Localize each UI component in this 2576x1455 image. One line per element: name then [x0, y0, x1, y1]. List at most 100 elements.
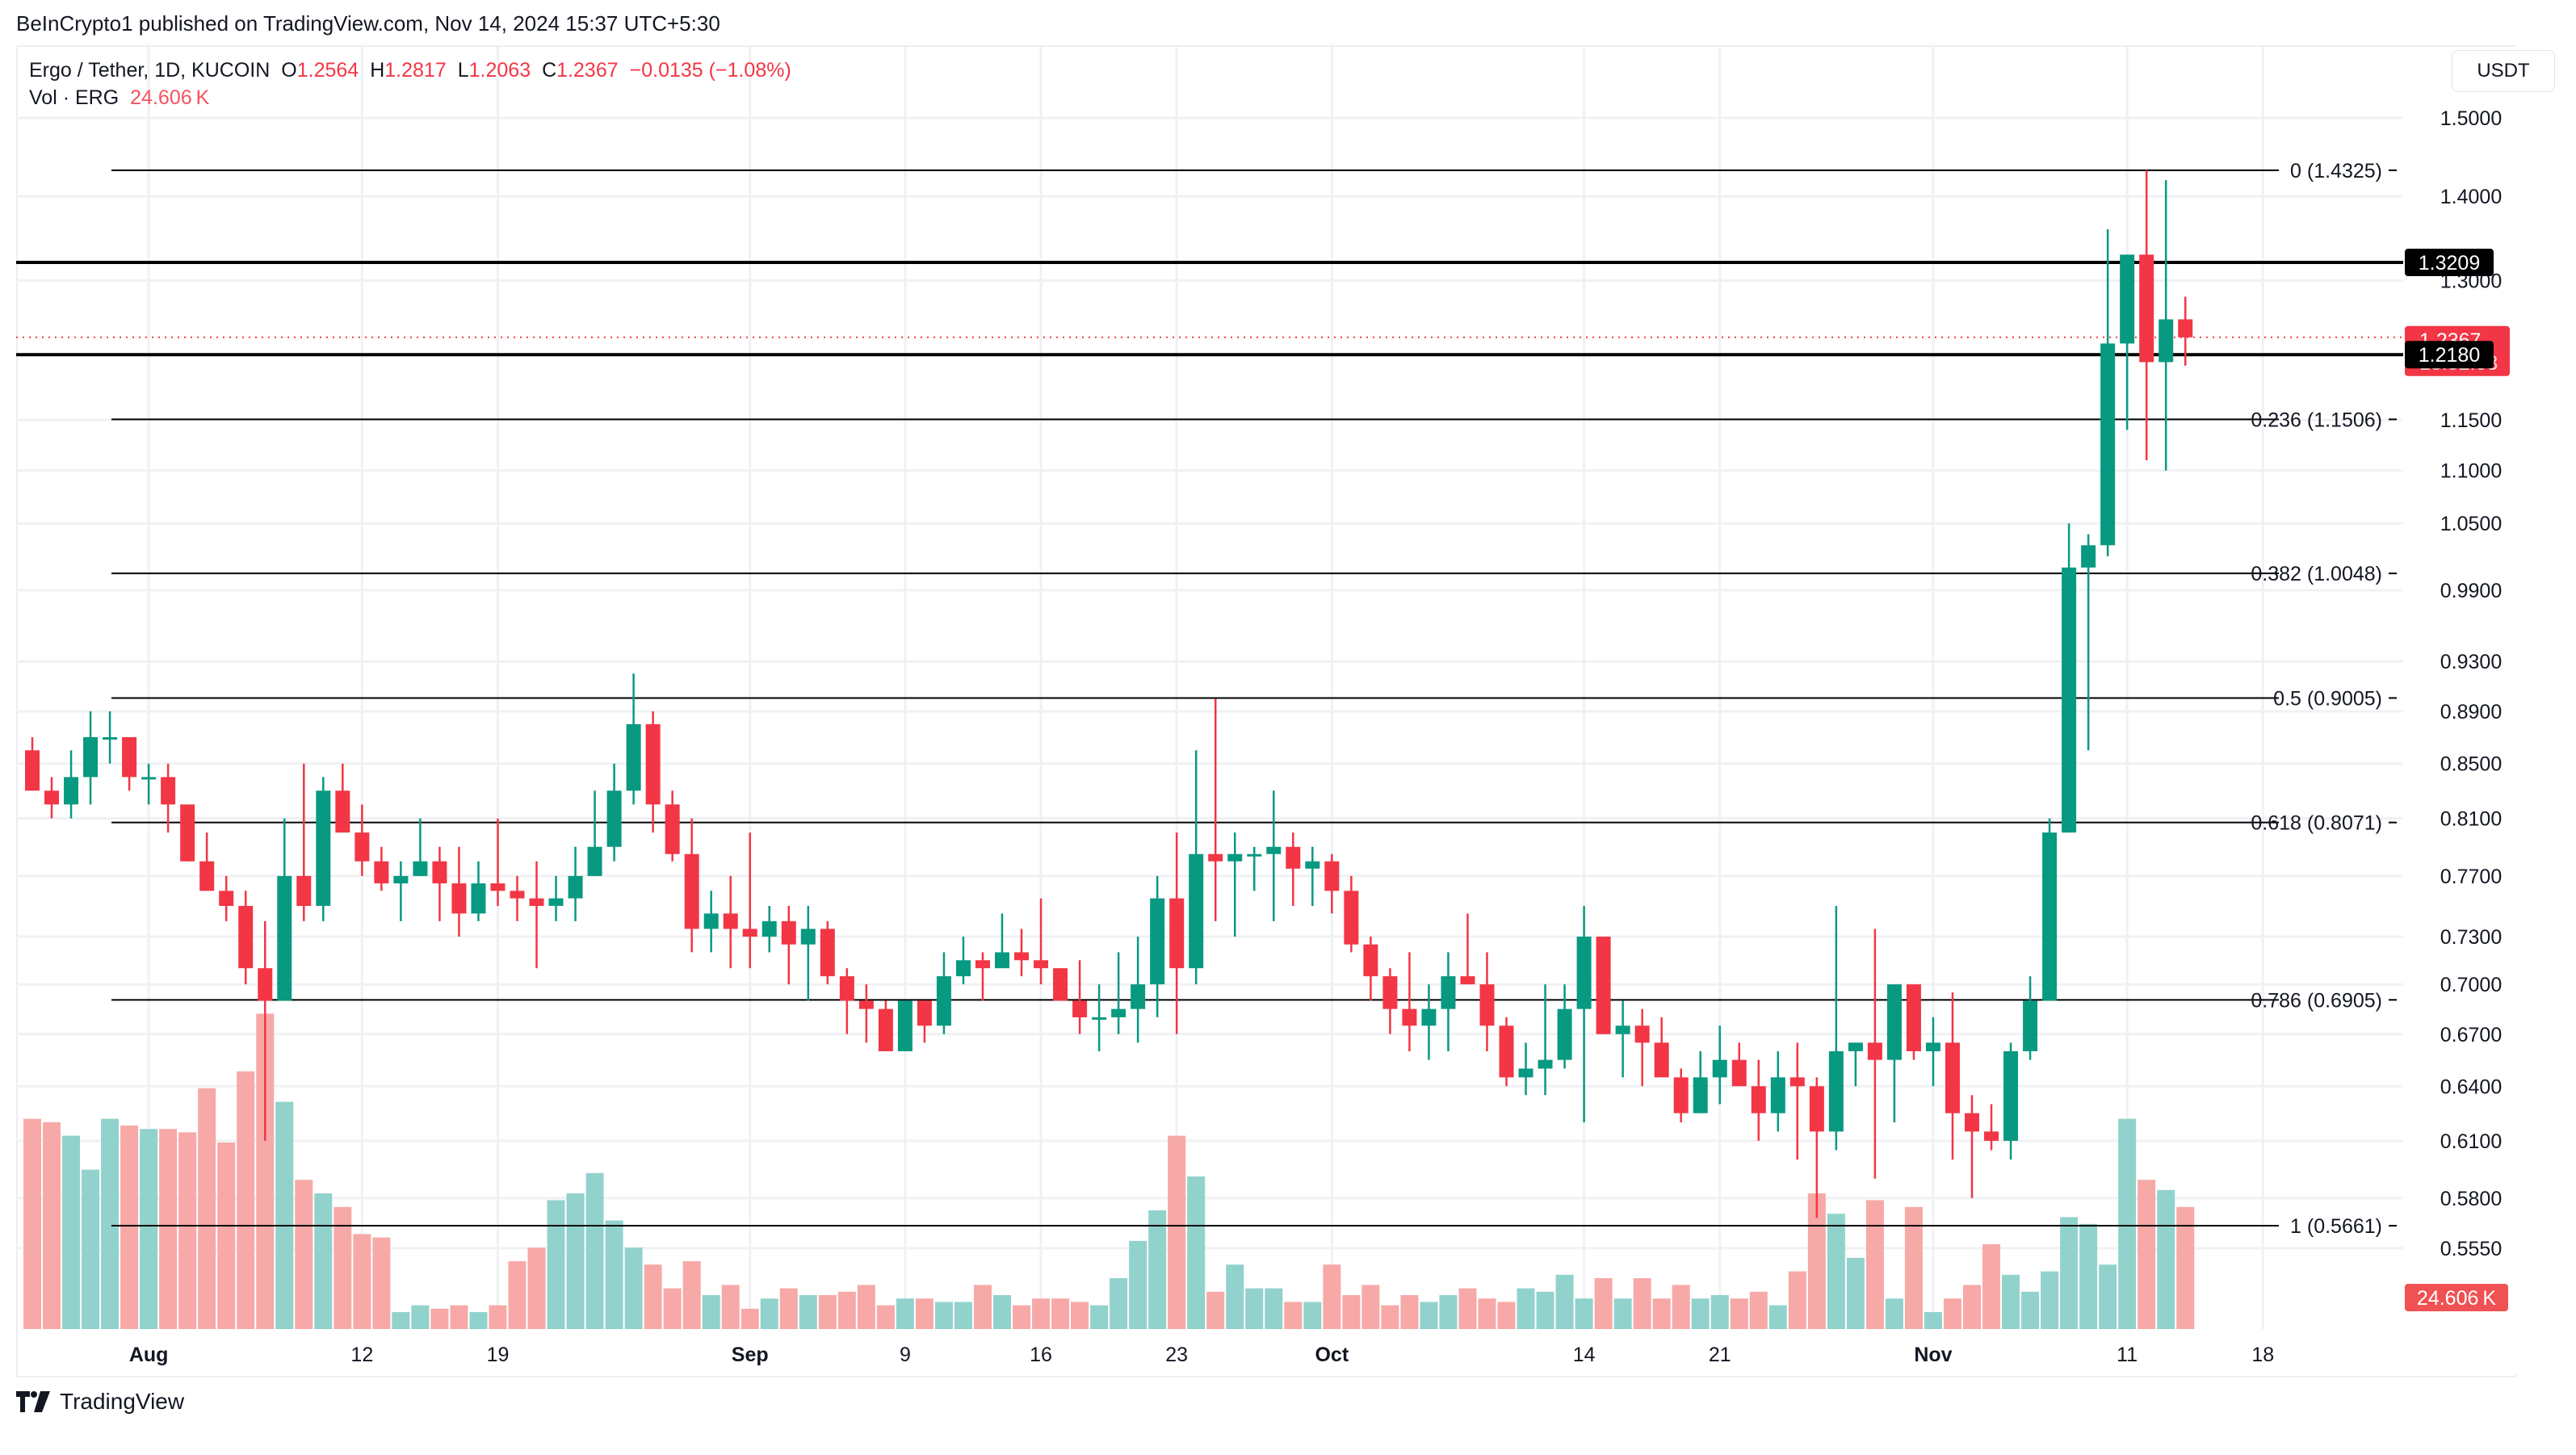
candle-down[interactable]: [723, 913, 738, 929]
candle-up[interactable]: [936, 976, 951, 1026]
candle-up[interactable]: [1518, 1068, 1533, 1078]
candle-up[interactable]: [606, 790, 622, 847]
candle-down[interactable]: [296, 875, 312, 906]
candle-down[interactable]: [1363, 944, 1378, 977]
candle-up[interactable]: [703, 913, 719, 929]
candle-up[interactable]: [548, 898, 564, 906]
candle-up[interactable]: [277, 875, 292, 1001]
candle-up[interactable]: [1421, 1008, 1437, 1026]
candle-down[interactable]: [1654, 1042, 1669, 1078]
candle-down[interactable]: [1809, 1086, 1824, 1132]
candle-down[interactable]: [1945, 1042, 1960, 1113]
candle-up[interactable]: [316, 790, 331, 906]
candle-down[interactable]: [44, 790, 60, 805]
candle-down[interactable]: [258, 968, 273, 1001]
candle-down[interactable]: [858, 1000, 874, 1009]
candle-down[interactable]: [665, 804, 680, 854]
candle-up[interactable]: [2120, 254, 2135, 344]
candle-down[interactable]: [1596, 937, 1611, 1034]
candle-up[interactable]: [1712, 1059, 1727, 1078]
candle-down[interactable]: [1634, 1025, 1650, 1043]
candle-down[interactable]: [122, 736, 137, 778]
candle-down[interactable]: [645, 723, 661, 805]
candle-down[interactable]: [1324, 861, 1340, 891]
candle-up[interactable]: [2159, 319, 2174, 363]
candle-down[interactable]: [432, 861, 447, 884]
candle-down[interactable]: [335, 790, 350, 833]
candle-down[interactable]: [490, 883, 506, 891]
candle-up[interactable]: [1266, 846, 1282, 854]
candle-up[interactable]: [1538, 1059, 1553, 1069]
candle-up[interactable]: [626, 723, 641, 791]
candle-up[interactable]: [2100, 343, 2116, 546]
candle-up[interactable]: [1227, 853, 1243, 862]
candle-down[interactable]: [1072, 1000, 1088, 1017]
candle-down[interactable]: [1751, 1086, 1766, 1113]
candle-down[interactable]: [878, 1008, 893, 1051]
candle-up[interactable]: [587, 846, 602, 876]
candle-up[interactable]: [141, 777, 157, 780]
candle-up[interactable]: [2062, 567, 2077, 833]
candle-up[interactable]: [1131, 984, 1146, 1009]
candle-down[interactable]: [219, 891, 234, 906]
candle-up[interactable]: [1189, 853, 1204, 969]
candle-down[interactable]: [917, 1000, 932, 1026]
candle-down[interactable]: [510, 891, 525, 899]
candle-up[interactable]: [1111, 1008, 1126, 1017]
candle-up[interactable]: [1828, 1050, 1844, 1132]
tradingview-logo[interactable]: TradingView: [16, 1389, 184, 1415]
candle-down[interactable]: [1499, 1025, 1514, 1078]
candle-up[interactable]: [1092, 1017, 1107, 1020]
candle-up[interactable]: [1770, 1077, 1785, 1113]
candle-up[interactable]: [1693, 1077, 1708, 1113]
candle-down[interactable]: [1402, 1008, 1417, 1026]
candle-down[interactable]: [199, 861, 215, 891]
candle-up[interactable]: [568, 875, 583, 899]
candle-down[interactable]: [1965, 1113, 1979, 1132]
candle-down[interactable]: [25, 750, 40, 791]
candle-up[interactable]: [1441, 976, 1456, 1009]
candle-down[interactable]: [684, 853, 699, 929]
candle-down[interactable]: [1906, 984, 1921, 1051]
candle-up[interactable]: [83, 736, 99, 778]
candle-up[interactable]: [103, 736, 118, 740]
candle-down[interactable]: [1053, 968, 1068, 1001]
candle-down[interactable]: [1382, 976, 1398, 1009]
candle-down[interactable]: [355, 832, 370, 862]
candle-down[interactable]: [820, 929, 835, 977]
candle-up[interactable]: [995, 952, 1009, 969]
candle-down[interactable]: [2139, 254, 2154, 363]
candle-down[interactable]: [1460, 976, 1475, 985]
currency-unit-button[interactable]: USDT: [2452, 50, 2555, 92]
candle-down[interactable]: [1479, 984, 1495, 1026]
candle-down[interactable]: [374, 861, 389, 884]
candle-up[interactable]: [471, 883, 486, 914]
candle-up[interactable]: [897, 1000, 913, 1051]
candle-down[interactable]: [742, 929, 757, 937]
candle-up[interactable]: [1576, 937, 1592, 1009]
candle-down[interactable]: [839, 976, 854, 1001]
candle-down[interactable]: [1014, 952, 1030, 961]
candle-down[interactable]: [529, 898, 544, 906]
candle-down[interactable]: [975, 960, 990, 969]
candle-down[interactable]: [2178, 319, 2193, 338]
candle-up[interactable]: [1247, 853, 1262, 857]
candle-up[interactable]: [2003, 1050, 2019, 1141]
candle-up[interactable]: [2042, 832, 2058, 1001]
candle-up[interactable]: [1848, 1042, 1863, 1051]
candle-down[interactable]: [781, 920, 796, 945]
candle-down[interactable]: [1034, 960, 1049, 969]
candle-down[interactable]: [161, 777, 176, 805]
candle-up[interactable]: [393, 875, 409, 884]
candle-up[interactable]: [1615, 1025, 1630, 1034]
candle-down[interactable]: [1984, 1131, 1999, 1141]
candle-down[interactable]: [1169, 898, 1185, 969]
candle-down[interactable]: [1344, 891, 1359, 945]
volume-label[interactable]: Vol · ERG: [29, 86, 120, 109]
candle-up[interactable]: [1557, 1008, 1572, 1060]
candle-up[interactable]: [1886, 984, 1902, 1060]
candle-down[interactable]: [1789, 1077, 1805, 1087]
candle-up[interactable]: [800, 929, 816, 945]
candle-down[interactable]: [1731, 1059, 1747, 1087]
